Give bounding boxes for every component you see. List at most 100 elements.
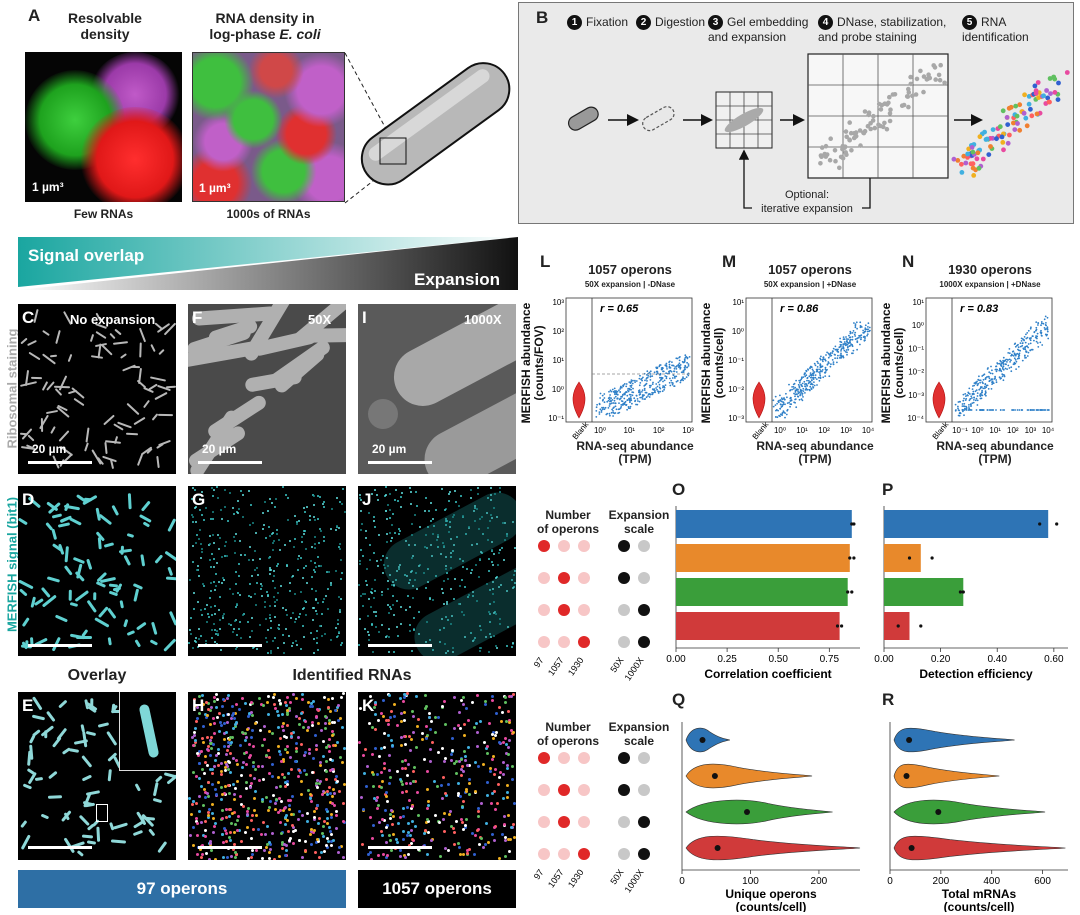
scatter-0-xtick-2: 10² xyxy=(653,426,665,435)
o-point-2-0 xyxy=(846,590,850,594)
legend-1-op-label-2: 1930 xyxy=(566,867,586,889)
o-point-1-0 xyxy=(848,556,852,560)
p-tick-3: 0.60 xyxy=(1044,654,1064,665)
panel-label-p: P xyxy=(882,480,894,499)
scatter-0-ytick-3: 10² xyxy=(552,327,564,336)
scatter-2-title: 1930 operons xyxy=(948,262,1032,277)
scatter-0-blank: Blank xyxy=(571,419,591,441)
panel-label-o: O xyxy=(672,480,686,499)
legend-0-scale-label-0: 50X xyxy=(608,655,625,674)
o-point-3-0 xyxy=(835,624,840,628)
r-median-0 xyxy=(906,737,913,743)
q-violin-3 xyxy=(685,835,861,861)
scatter-1-xtick-1: 10¹ xyxy=(796,426,808,435)
image-i-1000x: I 1000X 20 µm xyxy=(358,304,516,474)
q-violin-1 xyxy=(685,763,813,789)
panel-a-right-title: RNA density in log-phase E. coli xyxy=(185,10,345,42)
scatter-1-xtick-3: 10³ xyxy=(840,426,852,435)
step-1-number: 1 xyxy=(567,15,582,31)
panel-a-right-title-species: E. coli xyxy=(279,26,321,42)
resolvable-density-image: 1 µm³ xyxy=(25,52,182,202)
scatter-2-xtick-3: 10² xyxy=(1007,426,1019,435)
thousands-rnas-caption: 1000s of RNAs xyxy=(226,207,311,221)
scatter-0-plot: r = 0.65 10⁻¹ 10⁰ 10¹ 10² 10³ 10⁰ 10¹ 10² 10³ Blan… xyxy=(548,297,694,441)
p-point-3-1 xyxy=(919,624,923,628)
panel-a-left-title: Resolvable density xyxy=(68,10,142,42)
step-4: 4 DNase, stabilization, and probe stainin… xyxy=(818,15,956,44)
legend-1-scale-header: Expansion scale xyxy=(608,720,670,748)
step-2: 2 Digestion xyxy=(636,15,705,31)
r-median-3 xyxy=(908,845,915,851)
step-3-label: Gel embedding and expansion xyxy=(708,15,809,45)
o-tick-0: 0.00 xyxy=(666,654,686,665)
panel-label-f: F xyxy=(192,308,203,327)
panel-label-g: G xyxy=(192,490,206,509)
scatter-2-xlabel: RNA-seq abundance (TPM) xyxy=(936,439,1054,466)
scalebar-g xyxy=(198,644,262,647)
panel-label-l: L xyxy=(540,252,551,271)
step-1-label: Fixation xyxy=(586,15,629,29)
1000x-label: 1000X xyxy=(464,312,502,327)
q-xlabel-1: Unique operons xyxy=(725,887,817,901)
step-4-label: DNase, stabilization, and probe staining xyxy=(818,15,947,45)
q-median-0 xyxy=(699,737,706,743)
scatter-2-xtick-1: 10⁰ xyxy=(972,426,984,435)
optional-line1: Optional: xyxy=(784,189,830,201)
legend-0-op-label-2: 1930 xyxy=(566,655,586,677)
scatter-2-ytick-0: 10⁻⁴ xyxy=(907,414,924,423)
p-point-1-0 xyxy=(907,556,912,560)
scatter-0-xtick-0: 10⁰ xyxy=(594,426,606,435)
r-tick-3: 600 xyxy=(1034,876,1051,887)
legend-1-op-label-1: 1057 xyxy=(546,867,566,889)
o-bar-0 xyxy=(676,510,852,538)
q-violin-2 xyxy=(685,799,833,825)
r-violin-2 xyxy=(893,799,1046,825)
p-bar-0 xyxy=(884,510,1049,538)
scalebar-k xyxy=(368,846,432,849)
scatter-2-plot: r = 0.83 10⁻⁴ 10⁻³ 10⁻² 10⁻¹ 10⁰ 10¹ 10⁻¹ 10⁰ 10¹… xyxy=(907,297,1055,441)
o-bar-3 xyxy=(676,612,840,640)
step-3-number: 3 xyxy=(708,15,723,31)
panel-label-h: H xyxy=(192,696,205,715)
signal-overlap-label: Signal overlap xyxy=(28,246,145,265)
step-5-label: RNA identification xyxy=(962,15,1029,45)
scalebar-f xyxy=(198,461,262,464)
scatter-2-ytick-5: 10¹ xyxy=(912,298,924,307)
legend-0-op-label-0: 97 xyxy=(532,655,546,669)
optional-iterative-label: Optional: iterative expansion xyxy=(752,188,862,216)
scatter-1-subtitle: 50X expansion | +DNase xyxy=(763,280,857,289)
scatter-1-title: 1057 operons xyxy=(768,262,852,277)
scalebar-h xyxy=(198,846,262,849)
p-xlabel: Detection efficiency xyxy=(919,667,1033,681)
scalebar-e xyxy=(28,846,92,849)
scatter-1-xtick-2: 10² xyxy=(818,426,830,435)
o-bar-2 xyxy=(676,578,848,606)
signal-expansion-gradient xyxy=(18,237,518,290)
scalebar-i-label: 20 µm xyxy=(372,442,407,456)
panel-label-k: K xyxy=(362,696,375,715)
scatter-0-ytick-4: 10³ xyxy=(552,298,564,307)
p-point-0-1 xyxy=(1055,522,1059,526)
step-1: 1 Fixation xyxy=(567,15,629,31)
scale-label-left: 1 µm³ xyxy=(32,180,64,194)
step-5: 5 RNA identification xyxy=(962,15,1072,44)
q-violin-0 xyxy=(685,727,730,753)
scatter-1-plot: r = 0.86 10⁻³ 10⁻² 10⁻¹ 10⁰ 10¹ 10⁰ 10¹ 10² 10³ 10… xyxy=(728,297,875,441)
scalebar-d xyxy=(28,644,92,647)
legend-0-number-header: Number of operons xyxy=(537,508,599,536)
r-tick-2: 400 xyxy=(983,876,1000,887)
50x-label: 50X xyxy=(308,312,332,327)
legend-1-scale-label-1: 1000X xyxy=(623,867,646,894)
scatter-0-ytick-1: 10⁰ xyxy=(552,385,564,394)
p-tick-0: 0.00 xyxy=(874,654,894,665)
p-bar-2 xyxy=(884,578,964,606)
scatter-2-xtick-5: 10⁴ xyxy=(1042,426,1055,435)
q-median-2 xyxy=(744,809,750,815)
q-tick-0: 0 xyxy=(679,876,685,887)
o-point-3-1 xyxy=(840,624,844,628)
panel-a-right-title-line1: RNA density in xyxy=(215,10,315,26)
panel-label-a: A xyxy=(28,6,41,25)
o-bar-1 xyxy=(676,544,850,572)
image-f-50x: F 50X 20 µm xyxy=(188,304,346,474)
scatter-1-ytick-3: 10⁰ xyxy=(732,327,744,336)
